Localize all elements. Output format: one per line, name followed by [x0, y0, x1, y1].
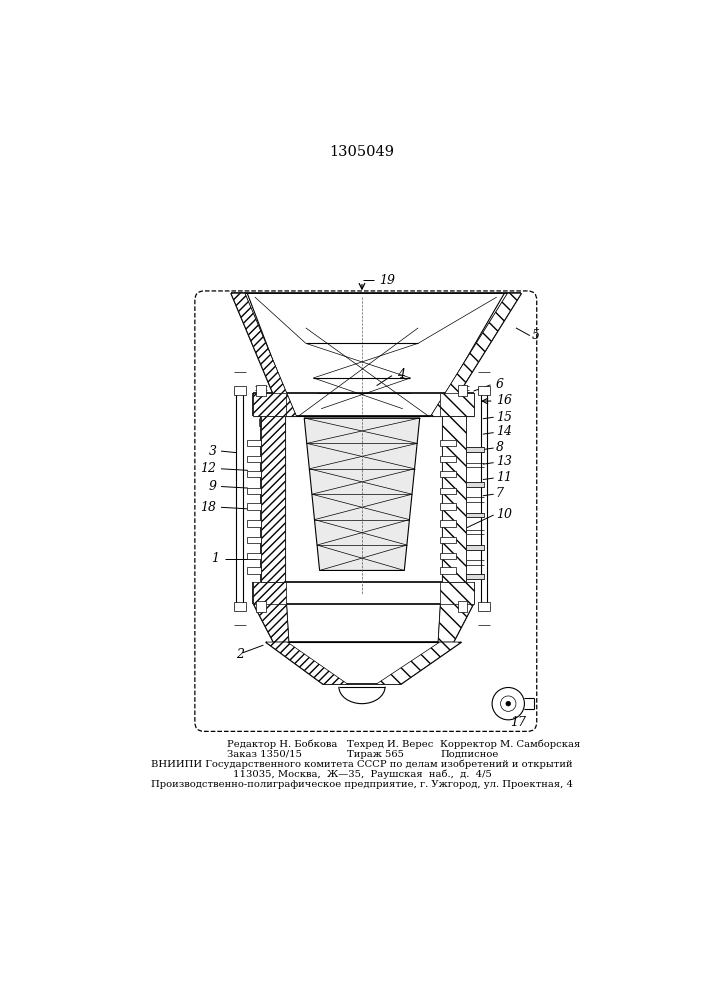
Bar: [440, 537, 456, 543]
Bar: [440, 520, 456, 527]
Text: 11: 11: [496, 471, 512, 484]
Bar: [234, 386, 246, 395]
Bar: [247, 520, 261, 527]
Bar: [478, 602, 490, 611]
Bar: [458, 601, 467, 612]
Polygon shape: [431, 293, 521, 416]
Text: 13: 13: [496, 455, 512, 468]
Bar: [466, 513, 484, 517]
Bar: [247, 567, 261, 574]
Text: 7: 7: [496, 487, 504, 500]
Polygon shape: [304, 418, 420, 570]
Polygon shape: [442, 416, 466, 582]
Text: 1305049: 1305049: [329, 145, 395, 159]
Text: 5: 5: [532, 329, 540, 342]
Text: 1: 1: [211, 552, 219, 565]
Text: Заказ 1350/15: Заказ 1350/15: [227, 750, 302, 759]
Text: 18: 18: [200, 501, 216, 514]
Bar: [478, 386, 490, 395]
Text: 113035, Москва,  Ж—35,  Раушская  наб.,  д.  4/5: 113035, Москва, Ж—35, Раушская наб., д. …: [233, 770, 491, 779]
Bar: [247, 471, 261, 477]
Bar: [247, 537, 261, 543]
Polygon shape: [253, 604, 288, 642]
Bar: [466, 482, 484, 487]
Text: 17: 17: [510, 716, 526, 729]
Polygon shape: [253, 582, 286, 604]
Text: 19: 19: [379, 274, 395, 287]
Bar: [257, 601, 266, 612]
Bar: [440, 440, 456, 446]
Text: 10: 10: [496, 508, 512, 521]
Text: 14: 14: [496, 425, 512, 438]
Text: 3: 3: [209, 445, 216, 458]
Bar: [440, 503, 456, 510]
Bar: [458, 385, 467, 396]
Text: Корректор М. Самборская: Корректор М. Самборская: [440, 740, 580, 749]
Polygon shape: [253, 393, 286, 416]
Bar: [440, 553, 456, 559]
Bar: [440, 471, 456, 477]
Polygon shape: [376, 642, 461, 684]
Bar: [247, 503, 261, 510]
Bar: [247, 553, 261, 559]
Text: 4: 4: [397, 368, 404, 381]
Text: Подписное: Подписное: [440, 750, 499, 759]
Text: 6: 6: [496, 378, 504, 391]
Text: Тираж 565: Тираж 565: [346, 750, 404, 759]
Bar: [257, 385, 266, 396]
Polygon shape: [231, 293, 296, 416]
Bar: [247, 456, 261, 462]
Polygon shape: [440, 582, 474, 604]
Text: ВНИИПИ Государственного комитета СССР по делам изобретений и открытий: ВНИИПИ Государственного комитета СССР по…: [151, 760, 573, 769]
Text: Редактор Н. Бобкова: Редактор Н. Бобкова: [227, 740, 337, 749]
Text: 8: 8: [496, 441, 504, 454]
Circle shape: [501, 696, 516, 711]
Bar: [440, 456, 456, 462]
Text: 12: 12: [200, 462, 216, 475]
Text: 2: 2: [236, 648, 245, 661]
Text: 9: 9: [209, 480, 216, 493]
Polygon shape: [266, 642, 348, 684]
Text: Техред И. Верес: Техред И. Верес: [346, 740, 433, 749]
Bar: [466, 447, 484, 452]
Bar: [466, 545, 484, 550]
Bar: [440, 567, 456, 574]
Text: 16: 16: [496, 394, 512, 407]
Circle shape: [506, 701, 510, 706]
Bar: [440, 488, 456, 494]
Circle shape: [492, 687, 525, 720]
Polygon shape: [440, 393, 474, 416]
Polygon shape: [261, 416, 285, 582]
Bar: [247, 488, 261, 494]
Text: Производственно-полиграфическое предприятие, г. Ужгород, ул. Проектная, 4: Производственно-полиграфическое предприя…: [151, 780, 573, 789]
Polygon shape: [438, 604, 474, 642]
Bar: [466, 574, 484, 579]
Bar: [234, 602, 246, 611]
Text: 15: 15: [496, 411, 512, 424]
Bar: [247, 440, 261, 446]
